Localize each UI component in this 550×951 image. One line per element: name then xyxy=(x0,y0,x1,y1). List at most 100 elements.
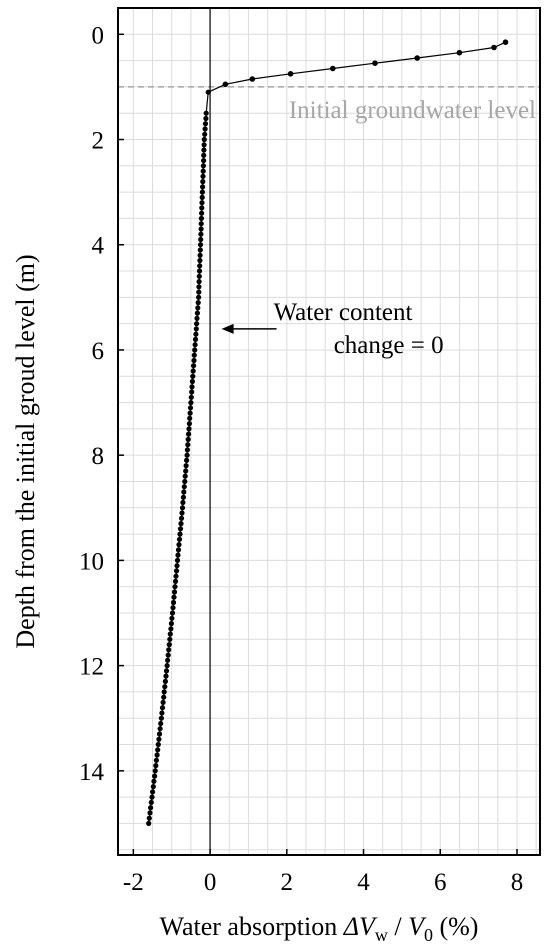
plot-frame xyxy=(117,7,541,856)
data-point xyxy=(184,452,190,458)
data-point xyxy=(197,247,203,253)
data-point xyxy=(193,331,199,337)
data-point xyxy=(181,489,187,495)
data-point xyxy=(171,594,177,600)
data-point xyxy=(173,568,180,574)
data-point xyxy=(191,357,197,364)
data-point xyxy=(166,647,172,653)
data-point xyxy=(180,494,186,500)
data-point xyxy=(146,815,152,821)
data-point xyxy=(154,752,160,758)
data-point xyxy=(191,352,197,358)
y-tick-label: 2 xyxy=(92,128,105,155)
data-point xyxy=(150,784,156,790)
data-point xyxy=(162,678,168,685)
data-point xyxy=(185,442,191,448)
data-point xyxy=(203,115,209,122)
data-point xyxy=(186,431,192,437)
data-point xyxy=(177,531,183,537)
y-axis-ticks: 0 2 4 6 8 10 12 14 xyxy=(79,22,124,786)
arrow-annotation: Water content change = 0 xyxy=(221,299,444,359)
y-tick-label: 14 xyxy=(79,759,105,786)
data-point xyxy=(153,763,159,769)
data-point xyxy=(200,184,206,190)
data-point xyxy=(188,394,194,400)
data-point xyxy=(202,131,208,137)
data-point xyxy=(195,300,201,306)
x-tick-label: -2 xyxy=(123,869,144,896)
data-point xyxy=(196,294,202,300)
data-point xyxy=(194,321,200,327)
data-point xyxy=(192,347,198,353)
data-point xyxy=(147,810,153,816)
grid-layer xyxy=(118,8,540,855)
data-point xyxy=(192,342,198,348)
data-point xyxy=(173,573,179,579)
data-point xyxy=(169,610,176,616)
data-point xyxy=(172,584,178,590)
y-tick-label: 10 xyxy=(79,548,104,575)
data-point xyxy=(190,373,196,379)
x-axis-title: Water absorption ΔVw / V0 (%) xyxy=(160,912,479,945)
data-point xyxy=(198,221,204,227)
data-point xyxy=(199,205,205,211)
data-point xyxy=(187,405,194,411)
data-point xyxy=(178,521,184,527)
data-point xyxy=(200,168,206,174)
data-point xyxy=(191,363,197,369)
data-point xyxy=(159,710,165,716)
data-point xyxy=(198,215,204,221)
data-point xyxy=(456,49,463,56)
data-point xyxy=(201,152,207,158)
data-point xyxy=(171,589,178,595)
data-point xyxy=(189,378,195,385)
x-tick-label: 8 xyxy=(511,869,524,896)
data-point xyxy=(196,284,202,290)
data-point xyxy=(194,310,200,316)
data-point xyxy=(197,257,203,264)
data-point xyxy=(168,620,174,627)
data-point xyxy=(175,547,182,553)
data-point xyxy=(183,468,189,474)
data-point xyxy=(176,536,183,542)
data-point xyxy=(178,515,185,521)
data-point xyxy=(199,194,205,200)
data-point xyxy=(161,689,167,695)
data-point xyxy=(201,136,207,143)
y-tick-label: 4 xyxy=(92,233,105,260)
data-point xyxy=(202,126,208,132)
y-axis-title: Depth from the initial groud level (m) xyxy=(11,254,40,648)
data-point xyxy=(200,163,206,169)
arrow-text-line1: Water content xyxy=(274,299,413,326)
data-point xyxy=(148,799,154,806)
x-tick-label: 4 xyxy=(357,869,370,896)
data-point xyxy=(159,705,166,711)
data-point xyxy=(177,526,184,532)
data-point xyxy=(158,720,164,727)
data-point xyxy=(196,268,203,274)
data-point xyxy=(188,400,194,406)
data-point xyxy=(157,726,163,732)
data-point xyxy=(155,747,161,753)
data-point xyxy=(186,421,192,427)
data-point xyxy=(186,426,192,432)
data-point xyxy=(153,757,159,763)
data-point xyxy=(174,563,180,569)
data-point xyxy=(189,389,195,395)
data-point xyxy=(163,668,170,674)
data-point xyxy=(205,89,211,95)
data-point xyxy=(200,173,206,179)
data-point xyxy=(168,626,174,632)
x-tick-label: 6 xyxy=(434,869,447,896)
data-point xyxy=(148,805,154,811)
data-point xyxy=(198,226,204,232)
data-point xyxy=(176,542,182,548)
data-point xyxy=(182,478,188,485)
data-point xyxy=(414,55,421,61)
y-tick-label: 6 xyxy=(92,338,105,365)
data-point xyxy=(187,410,193,416)
data-point xyxy=(174,557,181,564)
data-point xyxy=(222,81,229,88)
data-point xyxy=(182,473,188,479)
